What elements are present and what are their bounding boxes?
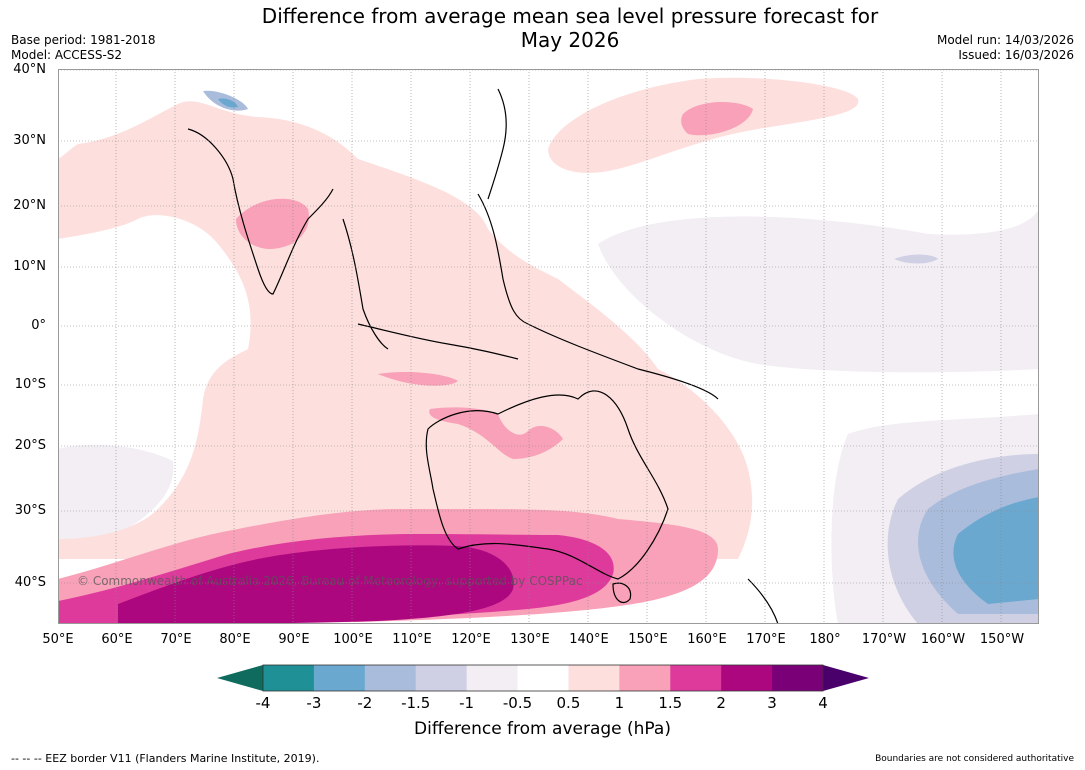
colorbar-tick-label: 0.5 [556,694,581,712]
lon-label: 60°E [101,632,133,647]
base-period: Base period: 1981-2018 [11,33,156,47]
lat-label: 20°S [14,438,46,453]
issued-date: Issued: 16/03/2026 [958,48,1074,62]
colorbar-arrow-min [217,665,263,691]
lon-label: 110°E [392,632,432,647]
lat-label: 10°S [14,377,46,392]
map-title-line1: Difference from average mean sea level p… [261,4,879,28]
philippines-coastline [477,193,529,325]
graticule [58,69,1039,624]
lon-label: 140°E [569,632,609,647]
lon-label: 50°E [42,632,74,647]
lon-label: 150°E [628,632,668,647]
colorbar-cell [364,665,417,691]
lon-label: 120°E [451,632,491,647]
colorbar-cell [619,665,671,691]
colorbar-tick-label: 3 [767,694,777,712]
colorbar-tick-label: -1 [459,694,475,712]
colorbar-tick-label: -3 [306,694,322,712]
colorbar-tick-label: 1 [614,694,625,712]
lon-label: 180° [809,632,841,647]
indonesia-coastline [357,323,519,360]
lon-label: 130°E [510,632,550,647]
colorbar-tick-label: 1.5 [658,694,683,712]
colorbar-cell [670,665,722,691]
lon-label: 70°E [160,632,192,647]
model-run: Model run: 14/03/2026 [936,33,1074,47]
lon-label: 160°E [687,632,727,647]
map-title-line2: May 2026 [520,28,620,52]
colorbar-cell [466,665,519,691]
southeast-asia-coastline [342,218,389,350]
colorbar-outline [262,664,824,692]
colorbar-cell [415,665,468,691]
colorbar-cells [263,665,824,691]
lon-label: 150°W [979,632,1025,647]
colorbar [217,664,869,692]
lon-label: 80°E [219,632,251,647]
lat-label: 20°N [13,198,46,213]
lon-label: 100°E [333,632,373,647]
lon-label: 170°E [746,632,786,647]
lon-label: 90°E [278,632,310,647]
coastlines [187,88,779,624]
model-name: Model: ACCESS-S2 [11,48,123,62]
colorbar-tick-label: 2 [716,694,726,712]
boundaries-disclaimer: Boundaries are not considered authoritat… [875,754,1074,764]
colorbar-cell [772,665,824,691]
colorbar-cell [517,665,569,691]
colorbar-tick-label: 4 [818,694,828,712]
east-asia-coastline [487,88,507,200]
south-asia-coastline [187,128,334,295]
lat-label: 40°S [14,575,46,590]
colorbar-cell [263,665,315,691]
colorbar-title: Difference from average (hPa) [414,719,671,739]
lat-label: 10°N [13,259,46,274]
tasmania-coastline [612,582,632,604]
lon-label: 160°W [920,632,966,647]
map-title: Difference from average mean sea level p… [150,4,990,52]
colorbar-tick-label: -2 [357,694,373,712]
lat-label: 30°N [13,133,46,148]
colorbar-tick-label: -4 [255,694,271,712]
lon-label: 170°W [861,632,907,647]
colorbar-tick-label: -0.5 [502,694,533,712]
colorbar-cell [721,665,773,691]
colorbar-cell [313,665,366,691]
colorbar-cell [568,665,620,691]
map-frame [58,69,1039,624]
negative-anomaly-regions [58,90,1039,624]
meta-right: Model run: 14/03/2026 Issued: 16/03/2026 [937,33,1074,63]
copyright-watermark: © Commonwealth of Australia 2026, Bureau… [77,574,583,588]
colorbar-arrow-max [823,665,869,691]
new-guinea-coastline [527,323,719,400]
australia-coastline [425,390,669,580]
lat-label: 40°N [13,62,46,77]
colorbar-tick-label: -1.5 [401,694,431,712]
lat-label: 30°S [14,503,46,518]
lat-label: 0° [31,318,46,333]
forecast-map [58,69,1039,624]
eez-border-note: -- -- -- EEZ border V11 (Flanders Marine… [11,752,320,765]
meta-left: Base period: 1981-2018 Model: ACCESS-S2 [11,33,156,63]
